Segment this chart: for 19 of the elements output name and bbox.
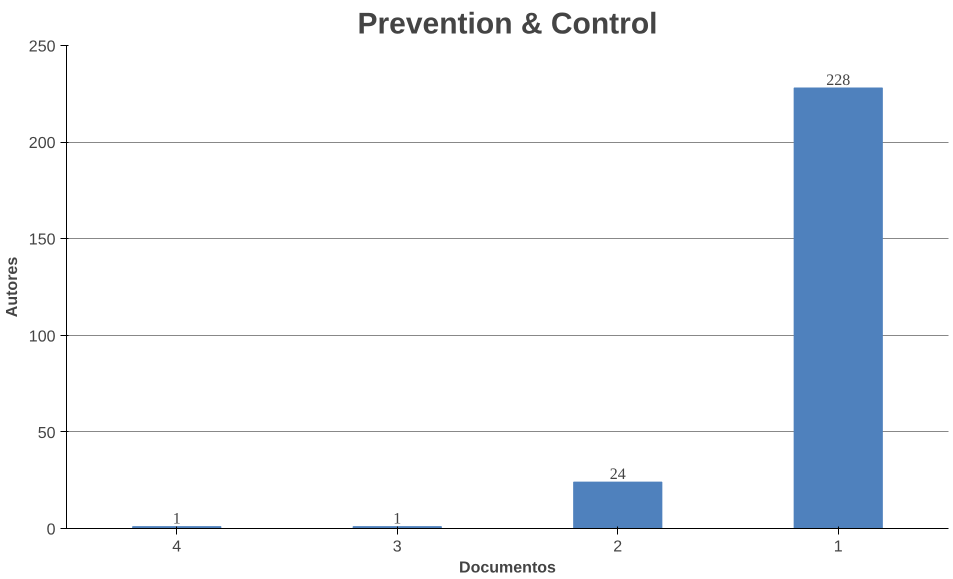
chart-title: Prevention & Control xyxy=(357,8,658,40)
x-tick-label: 2 xyxy=(613,538,622,556)
y-tick-label: 150 xyxy=(28,232,56,249)
data-label: 1 xyxy=(393,510,402,528)
data-label: 1 xyxy=(172,510,181,528)
x-tick-label: 4 xyxy=(172,538,182,556)
y-axis-title: Autores xyxy=(4,256,21,318)
bar xyxy=(573,482,662,528)
bar xyxy=(794,88,883,528)
x-axis-title: Documentos xyxy=(459,560,556,576)
data-label: 228 xyxy=(826,72,850,90)
y-tick-label: 0 xyxy=(46,522,56,538)
y-tick-label: 200 xyxy=(28,135,56,152)
x-tick-label: 1 xyxy=(834,538,843,556)
x-tick-label: 3 xyxy=(392,538,402,556)
y-tick-label: 100 xyxy=(28,328,56,346)
y-tick-label: 50 xyxy=(38,424,56,442)
y-tick-label: 250 xyxy=(28,38,56,56)
data-label: 24 xyxy=(610,466,626,484)
